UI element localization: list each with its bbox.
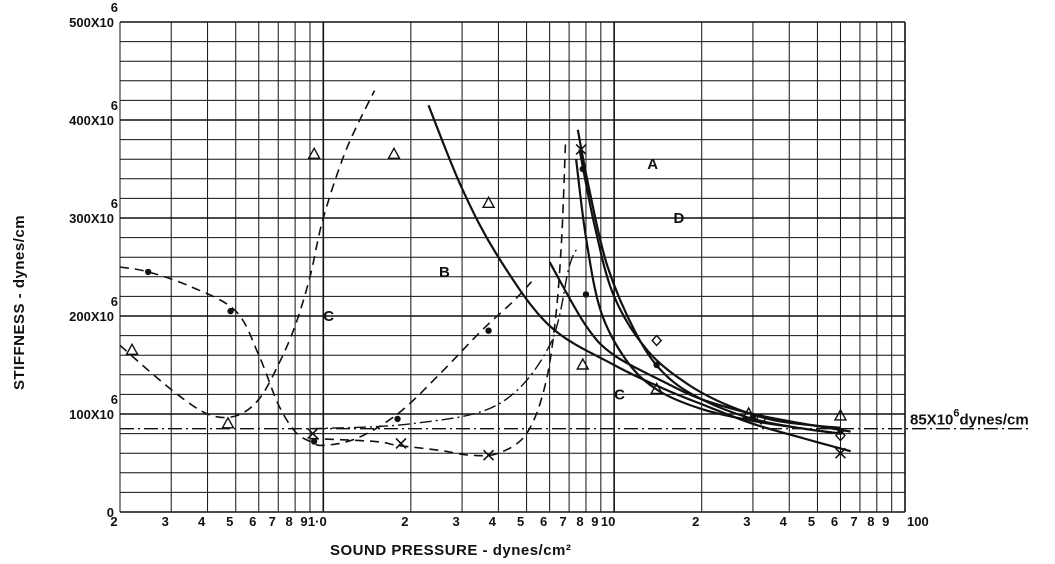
x-tick-label: 2 bbox=[110, 514, 117, 529]
y-axis-title: STIFFNESS - dynes/cm bbox=[11, 215, 28, 390]
x-tick-label: 1·0 bbox=[308, 514, 327, 529]
marker-triangle bbox=[833, 408, 848, 421]
x-tick-label: 8 bbox=[867, 514, 874, 529]
marker-dot bbox=[485, 327, 492, 334]
y-tick-exponent: 6 bbox=[111, 196, 118, 211]
x-tick-label: 3 bbox=[452, 514, 459, 529]
marker-triangle bbox=[576, 357, 590, 370]
curve-label-d: D bbox=[674, 210, 685, 227]
series-line-5 bbox=[548, 261, 851, 433]
reference-line-group: 85X106dynes/cm bbox=[120, 408, 1030, 430]
x-axis-title: SOUND PRESSURE - dynes/cm² bbox=[330, 542, 571, 559]
y-tick-label: 200X10 bbox=[69, 309, 114, 324]
y-tick-label: 500X10 bbox=[69, 15, 114, 30]
x-tick-label: 8 bbox=[576, 514, 583, 529]
grid bbox=[119, 21, 906, 513]
x-tick-label: 4 bbox=[780, 514, 788, 529]
reference-line-unit: dynes/cm bbox=[960, 412, 1029, 429]
marker-dot bbox=[310, 438, 318, 445]
marker-dot bbox=[579, 165, 586, 173]
x-tick-label: 7 bbox=[559, 514, 566, 529]
x-tick-label: 7 bbox=[269, 514, 276, 529]
x-tick-label: 9 bbox=[591, 514, 598, 529]
marker-dot bbox=[144, 268, 152, 276]
marker-x bbox=[395, 437, 407, 449]
x-tick-label: 2 bbox=[692, 514, 699, 529]
y-tick-label: 100X10 bbox=[69, 407, 114, 422]
marker-x bbox=[307, 428, 319, 440]
series-lines bbox=[119, 90, 851, 457]
y-tick-mantissa: 500X10 bbox=[69, 15, 114, 30]
x-tick-label: 4 bbox=[489, 514, 497, 529]
marker-dot bbox=[653, 361, 660, 369]
x-tick-label: 100 bbox=[907, 514, 929, 529]
y-tick-mantissa: 100X10 bbox=[69, 407, 114, 422]
reference-line-label: 85X106dynes/cm bbox=[910, 408, 1029, 429]
y-tick-exponent: 6 bbox=[111, 392, 118, 407]
marker-triangle bbox=[649, 382, 664, 395]
x-tick-label: 2 bbox=[401, 514, 408, 529]
y-tick-exponent: 6 bbox=[111, 0, 118, 15]
marker-triangle bbox=[481, 195, 496, 209]
marker-diamond bbox=[835, 429, 846, 442]
curve-label-c: C bbox=[323, 308, 334, 325]
marker-x bbox=[834, 447, 847, 459]
curve-label-c: C bbox=[614, 386, 625, 403]
marker-triangle bbox=[125, 342, 139, 355]
x-tick-label: 5 bbox=[226, 514, 233, 529]
series-line-6 bbox=[119, 90, 376, 419]
y-tick-exponent: 6 bbox=[111, 98, 118, 113]
x-tick-label: 9 bbox=[300, 514, 307, 529]
x-tick-label: 6 bbox=[249, 514, 256, 529]
x-tick-label: 7 bbox=[850, 514, 857, 529]
curve-label-a: A bbox=[647, 156, 658, 173]
x-tick-label: 3 bbox=[162, 514, 169, 529]
x-tick-labels: 2 3 4 5 6 7 8 9 1·0 2 3 4 5 6 7 8 9 10 2 3 4 5 6 7 8 9 100 bbox=[110, 514, 928, 529]
marker-diamond bbox=[651, 334, 663, 347]
marker-diamond bbox=[755, 412, 767, 425]
x-tick-label: 8 bbox=[285, 514, 292, 529]
marker-dot bbox=[227, 307, 234, 315]
marker-triangle bbox=[387, 146, 401, 160]
marker-dot bbox=[394, 415, 401, 423]
x-tick-label: 5 bbox=[808, 514, 815, 529]
marker-triangle bbox=[741, 406, 756, 419]
series-line-4 bbox=[427, 104, 851, 453]
x-tick-label: 6 bbox=[831, 514, 838, 529]
marker-triangle bbox=[307, 146, 321, 160]
x-tick-label: 6 bbox=[540, 514, 547, 529]
series-line-3 bbox=[575, 159, 841, 435]
marker-triangle bbox=[221, 416, 235, 429]
reference-line-exponent: 6 bbox=[953, 408, 959, 420]
y-tick-exponent: 6 bbox=[111, 294, 118, 309]
y-tick-label: 300X10 bbox=[69, 211, 114, 226]
data-markers bbox=[125, 143, 848, 461]
y-tick-mantissa: 400X10 bbox=[69, 113, 114, 128]
y-tick-label: 0 bbox=[107, 505, 114, 520]
x-tick-label: 9 bbox=[882, 514, 889, 529]
marker-dot bbox=[582, 291, 590, 298]
x-tick-label: 4 bbox=[198, 514, 206, 529]
marker-x bbox=[575, 143, 587, 155]
reference-line-mantissa: 85X10 bbox=[910, 412, 953, 429]
y-tick-mantissa: 300X10 bbox=[69, 211, 114, 226]
x-tick-label: 5 bbox=[517, 514, 524, 529]
x-tick-label: 3 bbox=[743, 514, 750, 529]
y-tick-label: 400X10 bbox=[69, 113, 114, 128]
curve-labels: A B C C D bbox=[323, 156, 684, 403]
series-line-7 bbox=[119, 266, 533, 447]
x-tick-label: 10 bbox=[601, 514, 615, 529]
curve-label-b: B bbox=[439, 264, 450, 281]
marker-x bbox=[482, 449, 495, 461]
y-tick-mantissa: 200X10 bbox=[69, 309, 114, 324]
series-line-8 bbox=[309, 144, 567, 457]
